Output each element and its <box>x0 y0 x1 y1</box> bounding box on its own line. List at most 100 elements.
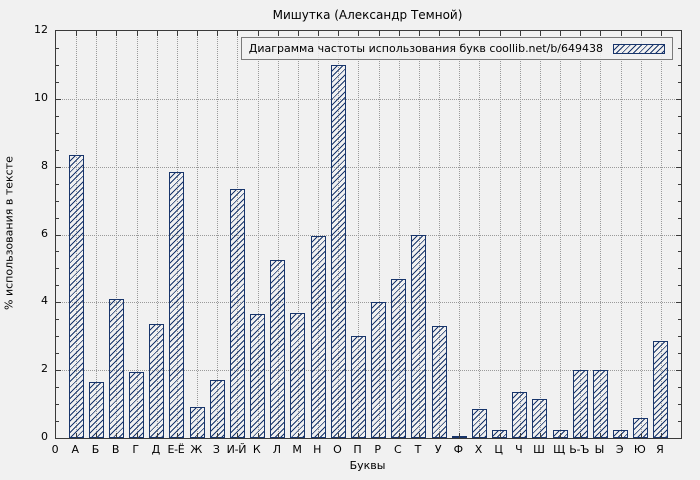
y-tick-mark <box>678 115 681 117</box>
y-tick-mark <box>678 285 681 287</box>
v-gridline <box>539 31 541 438</box>
y-tick-mark <box>678 268 681 270</box>
v-gridline <box>398 31 400 438</box>
x-tick-mark <box>237 433 239 438</box>
y-tick-mark <box>678 387 681 389</box>
y-tick-label: 10 <box>34 90 48 104</box>
x-tick-mark <box>459 433 461 438</box>
x-tick-label: Р <box>374 443 381 456</box>
x-tick-mark <box>277 31 279 36</box>
y-tick-mark <box>678 353 681 355</box>
y-tick-mark <box>678 47 681 49</box>
x-tick-mark <box>116 433 118 438</box>
y-tick-mark <box>56 404 59 406</box>
x-tick-mark <box>479 433 481 438</box>
x-tick-mark <box>499 31 501 36</box>
ticks-layer <box>56 31 681 438</box>
x-tick-mark <box>358 433 360 438</box>
x-tick-mark <box>358 31 360 36</box>
y-tick-mark <box>678 81 681 83</box>
x-tick-mark <box>539 433 541 438</box>
x-tick-label: Щ <box>553 443 565 456</box>
legend-swatch <box>613 43 665 54</box>
y-tick-mark <box>56 421 59 423</box>
x-tick-mark <box>398 31 400 36</box>
y-tick-mark <box>676 370 681 372</box>
v-gridline <box>479 31 481 438</box>
x-tick-label: Ш <box>533 443 545 456</box>
x-tick-mark <box>136 433 138 438</box>
x-tick-label: А <box>71 443 80 456</box>
y-tick-mark <box>676 302 681 304</box>
x-tick-mark <box>660 31 662 36</box>
x-tick-mark <box>660 433 662 438</box>
x-tick-mark <box>217 31 219 36</box>
x-tick-label: Л <box>272 443 281 456</box>
x-tick-mark <box>640 433 642 438</box>
h-gridline <box>56 234 681 236</box>
x-tick-mark <box>459 31 461 36</box>
v-gridline <box>660 31 662 438</box>
x-tick-mark <box>539 31 541 36</box>
x-axis-label: Буквы <box>349 459 386 472</box>
y-tick-mark <box>56 336 59 338</box>
v-gridline <box>96 31 98 438</box>
h-gridline <box>56 166 681 168</box>
v-gridline <box>297 31 299 438</box>
y-tick-mark <box>56 115 59 117</box>
x-tick-mark <box>378 31 380 36</box>
x-tick-mark <box>338 31 340 36</box>
x-tick-mark <box>560 31 562 36</box>
y-tick-mark <box>56 47 59 49</box>
v-gridline <box>499 31 501 438</box>
legend: Диаграмма частоты использования букв coo… <box>240 37 673 60</box>
x-tick-label: Ц <box>494 443 503 456</box>
v-gridline <box>116 31 118 438</box>
y-tick-mark <box>56 183 59 185</box>
x-tick-label: С <box>394 443 402 456</box>
v-gridline <box>358 31 360 438</box>
y-tick-mark <box>56 81 59 83</box>
x-tick-mark <box>378 433 380 438</box>
x-tick-label: З <box>212 443 220 456</box>
x-tick-mark <box>580 31 582 36</box>
x-tick-label: Д <box>151 443 161 456</box>
x-tick-mark <box>257 31 259 36</box>
y-tick-mark <box>56 353 59 355</box>
plot-area: Диаграмма частоты использования букв coo… <box>55 30 682 439</box>
x-tick-mark <box>519 433 521 438</box>
x-tick-mark <box>600 31 602 36</box>
v-gridline <box>217 31 219 438</box>
x-tick-label: Г <box>132 443 139 456</box>
x-tick-mark <box>96 31 98 36</box>
y-tick-mark <box>678 217 681 219</box>
y-tick-mark <box>56 217 59 219</box>
chart-title: Мишутка (Александр Темной) <box>272 8 463 22</box>
x-tick-label: О <box>333 443 342 456</box>
y-tick-mark <box>56 200 59 202</box>
y-tick-mark <box>56 370 61 372</box>
v-gridline <box>156 31 158 438</box>
v-gridline <box>257 31 259 438</box>
x-tick-mark <box>217 433 219 438</box>
x-tick-mark <box>318 433 320 438</box>
y-tick-mark <box>676 98 681 100</box>
x-tick-mark <box>640 31 642 36</box>
v-gridline <box>620 31 622 438</box>
y-tick-mark <box>678 336 681 338</box>
y-tick-mark <box>56 98 61 100</box>
x-tick-label: Я <box>656 443 664 456</box>
y-tick-mark <box>56 166 61 168</box>
x-tick-label: Н <box>313 443 322 456</box>
x-tick-label: Ю <box>633 443 646 456</box>
y-tick-label: 6 <box>41 226 48 240</box>
v-gridline <box>519 31 521 438</box>
h-gridline <box>56 302 681 304</box>
y-tick-mark <box>678 149 681 151</box>
x-tick-mark <box>297 31 299 36</box>
y-tick-mark <box>678 64 681 66</box>
y-tick-label: 2 <box>41 362 48 376</box>
v-gridline <box>197 31 199 438</box>
x-tick-mark <box>297 433 299 438</box>
y-tick-mark <box>56 285 59 287</box>
